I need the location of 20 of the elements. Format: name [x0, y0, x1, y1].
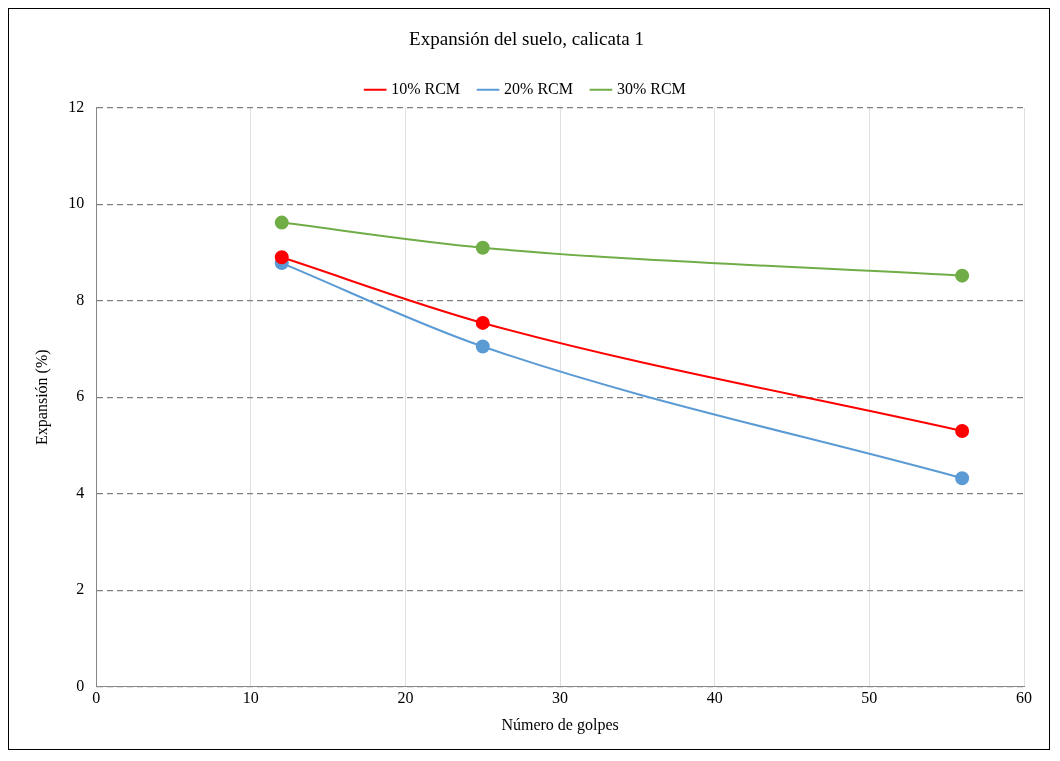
- y-tick-label: 6: [76, 387, 85, 405]
- legend-label: 20% RCM: [504, 80, 573, 97]
- x-tick-label: 50: [861, 689, 878, 707]
- y-tick-label: 12: [68, 98, 85, 115]
- x-tick-label: 30: [552, 689, 569, 707]
- x-tick-label: 0: [92, 689, 101, 707]
- y-tick-label: 2: [76, 580, 85, 598]
- y-axis-title: Expansión (%): [32, 349, 51, 445]
- x-axis-title: Número de golpes: [501, 715, 619, 734]
- legend-label: 10% RCM: [391, 80, 461, 97]
- y-tick-label: 10: [68, 194, 85, 212]
- x-tick-label: 20: [397, 689, 414, 707]
- chart-title: Expansión del suelo, calicata 1: [409, 28, 644, 50]
- y-tick-label: 0: [76, 676, 85, 694]
- y-tick-label: 4: [76, 483, 85, 501]
- x-tick-label: 10: [242, 689, 259, 707]
- x-tick-label: 60: [1016, 689, 1032, 707]
- legend-label: 30% RCM: [616, 80, 686, 97]
- y-tick-label: 8: [76, 290, 85, 308]
- x-tick-label: 40: [706, 689, 723, 707]
